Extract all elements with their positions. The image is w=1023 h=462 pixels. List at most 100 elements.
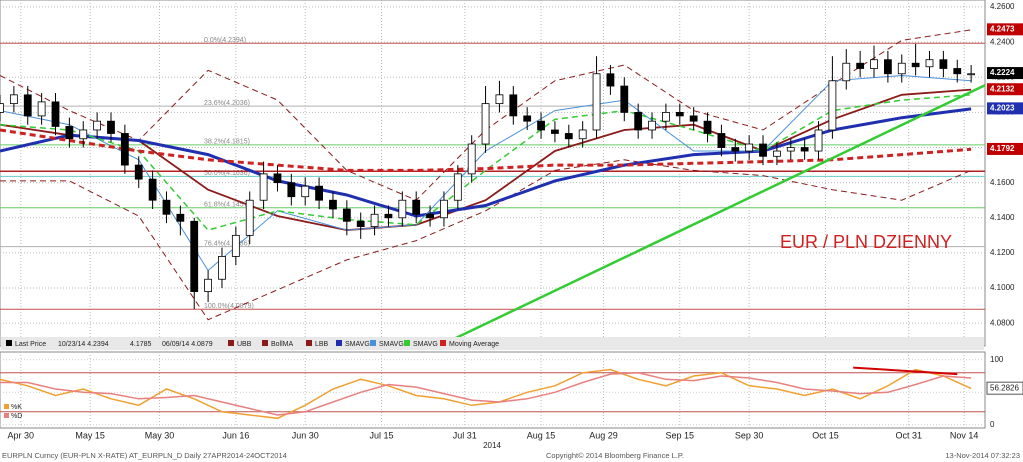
candle-body (689, 115, 698, 122)
candle-body (745, 143, 754, 152)
candle-body (23, 94, 32, 117)
candle-body (786, 147, 795, 152)
candle-body (426, 213, 434, 219)
candle-body (703, 120, 712, 134)
candle-body (759, 143, 767, 157)
x-tick-label: May 30 (145, 430, 175, 440)
price-label-box (987, 23, 1023, 36)
candle-body (384, 213, 393, 219)
candle-body (675, 112, 684, 117)
x-tick-label: Aug 15 (527, 430, 556, 440)
candle-body (606, 73, 615, 87)
osc-line (0, 368, 972, 420)
overlay-line (0, 107, 972, 218)
candle-body (467, 143, 476, 175)
candle-body (648, 120, 656, 131)
legend-label: SMAVG (413, 341, 438, 348)
candle-body (162, 199, 171, 215)
y-tick-label: 4.0800 (990, 318, 1015, 327)
fib-label: 61.8%(4.1457) (204, 202, 250, 209)
osc-tick-label: 100 (990, 355, 1004, 364)
candle-body (204, 278, 212, 292)
candle-body (939, 59, 948, 69)
candle-body (79, 129, 88, 140)
x-tick-label: Jun 16 (222, 430, 249, 440)
legend-swatch (370, 340, 376, 346)
legend-label: %K (11, 404, 22, 411)
price-label: 4.2023 (990, 103, 1015, 112)
candle-body (453, 173, 462, 201)
candle-body (967, 73, 976, 76)
fib-label: 50.0%(4.1636) (204, 170, 250, 177)
x-tick-label: Oct 15 (812, 430, 839, 440)
price-label-box (987, 83, 1023, 96)
candle-body (953, 68, 962, 75)
y-tick-label: 4.2400 (990, 37, 1015, 46)
legend-swatch (4, 413, 9, 418)
divergence-line (853, 366, 958, 376)
candle-body (662, 112, 670, 122)
candle-body (634, 112, 643, 131)
legend-swatch (6, 340, 12, 346)
candle-body (925, 59, 934, 68)
x-tick-label: Jun 30 (292, 430, 319, 440)
footer-center: Copyright© 2014 Bloomberg Finance L.P. (546, 451, 684, 460)
candle-body (883, 59, 892, 75)
legend-label: 06/09/14 4.0879 (162, 341, 213, 348)
candle-body (870, 59, 878, 69)
legend-strip (1, 337, 984, 350)
candle-body (856, 62, 865, 69)
y-tick-label: 4.2600 (990, 2, 1015, 11)
candle-body (259, 173, 268, 201)
osc-line (0, 372, 972, 416)
candle-body (412, 199, 421, 215)
candle-body (37, 101, 46, 117)
legend-label: UBB (237, 341, 252, 348)
candle-body (440, 199, 448, 219)
candle-body (481, 103, 490, 145)
candle-body (0, 103, 4, 113)
candle-body (120, 133, 129, 166)
legend-label: BollMA (271, 341, 294, 348)
legend-label: Moving Average (449, 341, 499, 348)
price-label-box (987, 67, 1023, 80)
x-tick-label: Jul 31 (453, 430, 477, 440)
legend-swatch (228, 340, 234, 346)
candle-body (370, 213, 379, 227)
legend-label: LBB (315, 341, 329, 348)
candle-body (897, 62, 906, 75)
legend-label: 10/23/14 4.2394 (58, 341, 109, 348)
candle-body (107, 120, 115, 134)
candle-body (245, 199, 254, 236)
x-tick-label: May 15 (75, 430, 105, 440)
legend-label: 4.1785 (130, 341, 152, 348)
legend-label: SMAVG (379, 341, 404, 348)
candle-body (51, 101, 60, 127)
candle-body (911, 62, 920, 68)
candle-body (509, 94, 518, 117)
candle-body (65, 126, 74, 140)
candle-body (218, 256, 226, 280)
candle-body (134, 164, 143, 180)
price-label: 4.2473 (990, 24, 1015, 33)
x-tick-label: Apr 30 (8, 430, 35, 440)
candle-body (190, 220, 199, 292)
candle-body (800, 147, 809, 152)
price-label-box (987, 102, 1023, 115)
candle-body (717, 133, 726, 148)
candle-body (537, 120, 545, 131)
candle-body (315, 185, 323, 201)
candle-body (564, 133, 573, 140)
candle-body (814, 129, 823, 152)
candle-body (148, 178, 157, 201)
candle-body (731, 147, 740, 152)
candle-body (9, 94, 18, 105)
osc-label-box (986, 381, 1023, 395)
x-tick-label: Sep 15 (666, 430, 695, 440)
overlay-line (0, 94, 972, 231)
candle-body (356, 220, 365, 227)
candle-body (398, 199, 407, 219)
y-tick-label: 4.1400 (990, 213, 1015, 222)
legend-swatch (440, 340, 446, 346)
